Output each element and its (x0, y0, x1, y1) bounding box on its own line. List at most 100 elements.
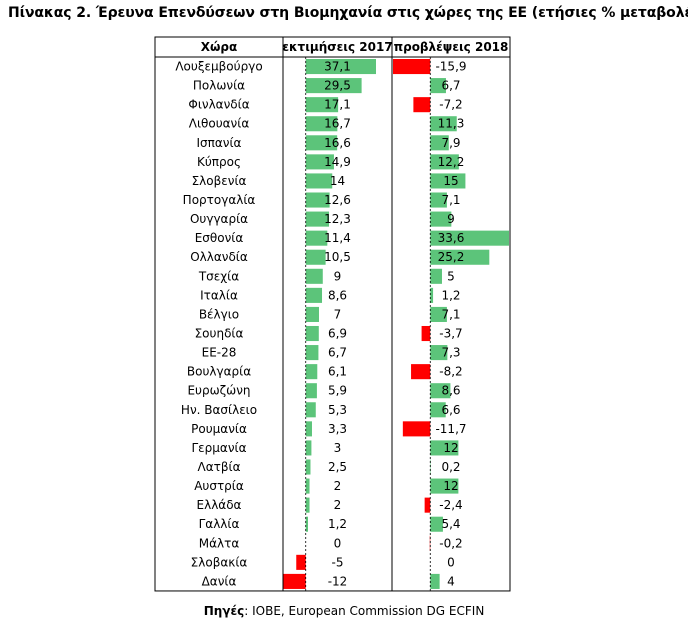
bar-2017 (305, 440, 312, 456)
value-2018: 12 (443, 441, 458, 455)
bar-2017 (305, 116, 338, 132)
bar-2018 (430, 440, 459, 456)
value-2017: 14 (330, 174, 345, 188)
bar-2018 (430, 383, 451, 399)
value-2017: 3 (334, 441, 342, 455)
country-label: Βέλγιο (199, 307, 239, 321)
value-2018: -8,2 (439, 365, 462, 379)
country-label: Δανία (202, 574, 237, 588)
header-country: Χώρα (201, 40, 238, 54)
value-2017: 29,5 (324, 79, 351, 93)
bar-2018 (430, 154, 459, 170)
value-2018: 0 (447, 555, 455, 569)
country-label: Ισπανία (197, 136, 242, 150)
bar-2017 (305, 421, 312, 437)
bar-2018 (402, 421, 431, 437)
bar-2018 (413, 97, 431, 113)
bar-2017 (305, 325, 319, 342)
bar-2018 (430, 211, 452, 227)
value-2017: 16,6 (324, 136, 351, 150)
value-2017: 7 (334, 307, 342, 321)
bar-2017 (305, 268, 323, 284)
value-2017: 37,1 (324, 60, 351, 74)
country-label: Κύπρος (197, 155, 241, 169)
value-2017: 5,3 (328, 403, 347, 417)
value-2018: 9 (447, 212, 455, 226)
bar-2017 (305, 173, 333, 189)
bar-2018 (411, 364, 431, 380)
value-2018: 33,6 (438, 231, 465, 245)
value-2017: 8,6 (328, 288, 347, 302)
value-2018: 7,1 (441, 193, 460, 207)
value-2017: 0 (334, 536, 342, 550)
value-2017: 16,7 (324, 117, 351, 131)
source-label: Πηγές (203, 604, 245, 618)
country-label: Λουξεμβούργο (175, 60, 262, 74)
country-label: Ιταλία (200, 288, 238, 302)
value-2017: 12,3 (324, 212, 351, 226)
bar-2017 (305, 364, 318, 380)
country-label: Σλοβακία (191, 555, 248, 569)
bar-2018 (430, 135, 449, 151)
value-2017: 2 (334, 498, 342, 512)
country-label: Αυστρία (194, 479, 244, 493)
value-2018: -0,2 (439, 536, 462, 550)
value-2017: 3,3 (328, 422, 347, 436)
country-label: Πορτογαλία (183, 193, 256, 207)
bar-2018 (430, 78, 446, 94)
bar-2018 (430, 306, 447, 322)
bar-2017 (305, 230, 328, 246)
country-label: Ουγγαρία (190, 212, 248, 226)
country-label: Σουηδία (195, 327, 244, 341)
value-2018: -3,7 (439, 327, 462, 341)
value-2018: 12,2 (438, 155, 465, 169)
country-label: ΕΕ-28 (202, 346, 237, 360)
bar-2018 (430, 192, 447, 208)
value-2018: 5,4 (441, 517, 460, 531)
bar-2017 (305, 497, 310, 513)
country-label: Ευρωζώνη (187, 384, 250, 398)
header-est2017: εκτιμήσεις 2017 (282, 40, 392, 54)
value-2017: 6,9 (328, 327, 347, 341)
header-f2018: προβλέψεις 2018 (394, 40, 509, 54)
source-note: Πηγές: IOBE, European Commission DG ECFI… (0, 604, 688, 618)
country-label: Τσεχία (198, 269, 239, 283)
country-label: Λατβία (198, 460, 241, 474)
value-2018: 8,6 (441, 384, 460, 398)
value-2018: 7,3 (441, 346, 460, 360)
value-2017: 2 (334, 479, 342, 493)
country-label: Βουλγαρία (187, 365, 251, 379)
source-text: : IOBE, European Commission DG ECFIN (244, 604, 485, 618)
bar-2018 (430, 268, 442, 284)
country-label: Γαλλία (199, 517, 240, 531)
country-label: Ολλανδία (190, 250, 248, 264)
bar-2018 (430, 230, 509, 246)
value-2018: 25,2 (438, 250, 465, 264)
country-label: Γερμανία (191, 441, 246, 455)
table-border (154, 36, 511, 592)
bar-2018 (430, 402, 446, 418)
value-2018: -15,9 (435, 60, 466, 74)
value-2017: 14,9 (324, 155, 351, 169)
value-2018: -7,2 (439, 98, 462, 112)
value-2017: 9 (334, 269, 342, 283)
bar-2018 (430, 573, 440, 589)
bar-2017 (283, 573, 306, 589)
value-2017: -12 (328, 574, 348, 588)
country-label: Λιθουανία (189, 117, 250, 131)
country-label: Εσθονία (195, 231, 244, 245)
value-2018: 15 (443, 174, 458, 188)
value-2018: 12 (443, 479, 458, 493)
bar-2017 (305, 345, 319, 361)
value-2018: 7,1 (441, 307, 460, 321)
bar-2018 (393, 59, 431, 75)
value-2017: 6,7 (328, 346, 347, 360)
bar-2018 (430, 287, 434, 303)
table-title: Πίνακας 2. Έρευνα Επενδύσεων στη Βιομηχα… (8, 5, 688, 21)
country-label: Ρουμανία (191, 422, 247, 436)
bar-2018 (424, 497, 431, 513)
bar-2018 (430, 173, 466, 189)
value-2017: 6,1 (328, 365, 347, 379)
bar-2017 (305, 459, 311, 475)
bar-2017 (305, 478, 310, 494)
